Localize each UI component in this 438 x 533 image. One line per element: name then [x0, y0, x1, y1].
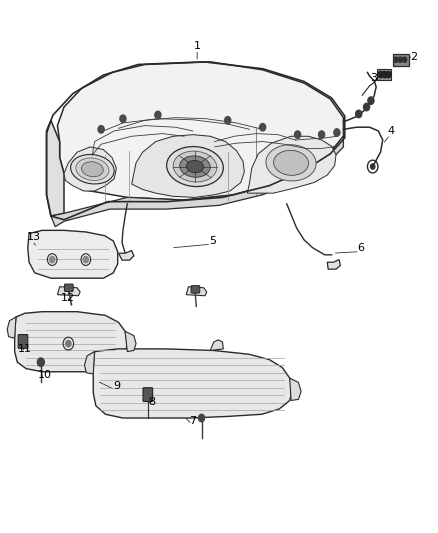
Circle shape	[378, 71, 383, 78]
Ellipse shape	[186, 160, 204, 173]
Circle shape	[356, 110, 362, 118]
Circle shape	[382, 71, 387, 78]
Text: 13: 13	[26, 232, 40, 243]
Ellipse shape	[81, 161, 103, 177]
Circle shape	[49, 256, 55, 263]
Circle shape	[98, 126, 104, 133]
Circle shape	[225, 117, 231, 124]
Polygon shape	[7, 317, 16, 338]
Text: 10: 10	[37, 370, 51, 381]
Text: 11: 11	[18, 344, 32, 354]
Text: 1: 1	[194, 41, 201, 51]
Circle shape	[260, 124, 266, 131]
Polygon shape	[327, 260, 340, 269]
Polygon shape	[210, 340, 223, 351]
Ellipse shape	[166, 147, 223, 187]
Polygon shape	[57, 62, 343, 200]
Circle shape	[398, 57, 403, 62]
Text: 4: 4	[388, 126, 395, 136]
Ellipse shape	[173, 151, 217, 182]
Circle shape	[394, 57, 398, 62]
Circle shape	[120, 115, 126, 123]
Polygon shape	[64, 147, 117, 191]
Circle shape	[294, 131, 300, 139]
Ellipse shape	[71, 155, 114, 184]
Text: 2: 2	[410, 52, 417, 61]
Polygon shape	[119, 251, 134, 260]
Polygon shape	[57, 287, 80, 296]
Text: 7: 7	[189, 416, 196, 426]
Polygon shape	[85, 352, 95, 374]
FancyBboxPatch shape	[191, 286, 200, 293]
Polygon shape	[93, 349, 292, 418]
Ellipse shape	[180, 156, 210, 177]
Circle shape	[318, 131, 325, 139]
Circle shape	[371, 164, 375, 169]
Polygon shape	[28, 230, 118, 278]
Circle shape	[155, 111, 161, 119]
Text: 6: 6	[357, 243, 364, 253]
Circle shape	[198, 414, 205, 422]
Circle shape	[386, 71, 391, 78]
Polygon shape	[51, 136, 343, 227]
Text: 5: 5	[209, 236, 216, 246]
Ellipse shape	[266, 145, 316, 181]
Text: 8: 8	[148, 397, 155, 407]
Ellipse shape	[274, 150, 308, 175]
Circle shape	[37, 358, 44, 367]
Polygon shape	[393, 54, 409, 66]
Text: 12: 12	[61, 293, 75, 303]
Circle shape	[334, 129, 340, 136]
Circle shape	[403, 57, 407, 62]
Ellipse shape	[76, 158, 109, 181]
Polygon shape	[377, 69, 392, 80]
Text: 3: 3	[371, 73, 378, 83]
Circle shape	[364, 103, 370, 111]
Polygon shape	[14, 312, 127, 372]
FancyBboxPatch shape	[64, 284, 73, 292]
Polygon shape	[46, 120, 64, 216]
Circle shape	[66, 341, 71, 347]
FancyBboxPatch shape	[18, 335, 28, 349]
Polygon shape	[125, 332, 136, 352]
FancyBboxPatch shape	[143, 387, 152, 401]
Circle shape	[368, 97, 374, 104]
Circle shape	[83, 256, 88, 263]
Polygon shape	[132, 135, 244, 197]
Polygon shape	[290, 378, 301, 400]
Text: 9: 9	[113, 381, 120, 391]
Polygon shape	[186, 287, 207, 296]
Polygon shape	[247, 136, 336, 193]
